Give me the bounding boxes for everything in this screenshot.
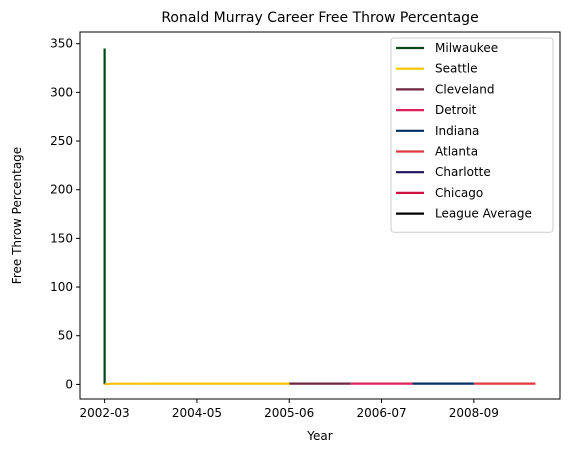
y-tick-label: 350 bbox=[50, 37, 73, 51]
series-line-seattle bbox=[104, 382, 290, 386]
legend-items: Milwaukee Seattle Cleveland Detroit Indiana A… bbox=[396, 41, 532, 221]
x-tick-label: 2005-06 bbox=[264, 406, 314, 420]
legend-label: Chicago bbox=[435, 186, 483, 200]
axes-frame bbox=[79, 31, 561, 400]
y-axis-label: Free Throw Percentage bbox=[10, 147, 24, 284]
legend-label: Cleveland bbox=[435, 82, 495, 96]
y-tick-label: 200 bbox=[50, 183, 73, 197]
y-tick-label: 150 bbox=[50, 231, 73, 245]
x-tick-label: 2006-07 bbox=[356, 406, 406, 420]
y-axis-ticks: 0 50 100 150 200 250 300 350 bbox=[50, 37, 80, 391]
legend-label: Seattle bbox=[435, 62, 477, 76]
x-axis-ticks: 2002-03 2004-05 2005-06 2006-07 2008-09 bbox=[80, 399, 499, 420]
series-layer bbox=[103, 48, 536, 386]
legend-label: League Average bbox=[435, 207, 532, 221]
y-tick-label: 50 bbox=[58, 329, 73, 343]
y-tick-label: 0 bbox=[65, 377, 73, 391]
x-axis-label: Year bbox=[306, 429, 332, 443]
x-tick-label: 2002-03 bbox=[80, 406, 130, 420]
legend-label: Charlotte bbox=[435, 165, 491, 179]
legend-label: Indiana bbox=[435, 124, 479, 138]
y-tick-label: 100 bbox=[50, 280, 73, 294]
y-tick-label: 250 bbox=[50, 134, 73, 148]
legend-label: Milwaukee bbox=[435, 41, 498, 55]
legend-label: Atlanta bbox=[435, 145, 478, 159]
x-tick-label: 2008-09 bbox=[449, 406, 499, 420]
legend-box bbox=[390, 37, 554, 233]
legend-label: Detroit bbox=[435, 103, 477, 117]
y-tick-label: 300 bbox=[50, 85, 73, 99]
x-tick-label: 2004-05 bbox=[172, 406, 222, 420]
chart-title: Ronald Murray Career Free Throw Percenta… bbox=[161, 10, 478, 26]
legend: Milwaukee Seattle Cleveland Detroit Indiana A… bbox=[390, 37, 554, 233]
